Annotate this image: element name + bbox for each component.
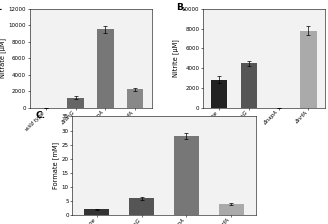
Text: B.: B. [176, 3, 186, 12]
Bar [129, 198, 154, 215]
Bar [174, 136, 199, 215]
Bar [241, 63, 257, 108]
Y-axis label: Formate [mM]: Formate [mM] [52, 142, 59, 189]
Bar [68, 98, 84, 108]
Y-axis label: Nitrate [μM]: Nitrate [μM] [0, 38, 6, 78]
Bar [85, 209, 109, 215]
Text: C.: C. [35, 111, 45, 120]
Y-axis label: Nitrite [μM]: Nitrite [μM] [172, 39, 179, 77]
Bar [97, 30, 113, 108]
Bar [219, 204, 243, 215]
Bar [127, 89, 143, 108]
Bar [211, 80, 227, 108]
Text: A.: A. [0, 3, 3, 12]
Bar [300, 31, 317, 108]
